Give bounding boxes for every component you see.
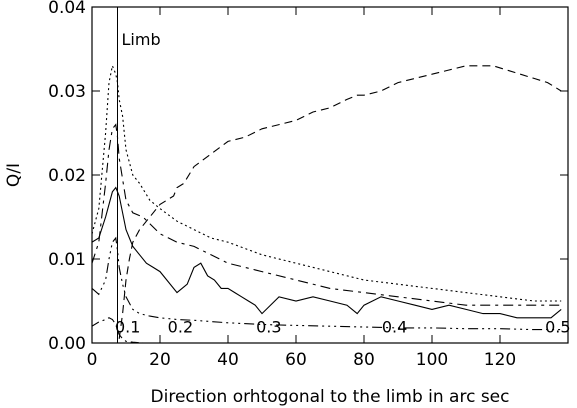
curve-annotation: 0.2 xyxy=(168,317,193,336)
curve-annotation: 0.3 xyxy=(256,317,281,336)
annotation-group: 0.1 0.2 0.3 0.4 0.5 xyxy=(115,317,571,336)
series-line-3 xyxy=(92,186,562,319)
y-tick-label: 0.01 xyxy=(48,250,86,270)
y-tick-label: 0.00 xyxy=(48,334,86,354)
x-axis: 0 20 40 60 80 100 120 xyxy=(87,7,516,370)
y-tick-label: 0.04 xyxy=(48,0,86,18)
series-line-2 xyxy=(92,123,562,306)
plot-frame xyxy=(91,6,569,344)
x-tick-label: 60 xyxy=(285,350,307,370)
plot-frame-group xyxy=(91,6,569,344)
series-line-4 xyxy=(118,65,562,339)
limb-marker: Limb xyxy=(117,7,161,343)
series-line-5 xyxy=(92,236,562,331)
series-line-6 xyxy=(92,317,562,343)
x-tick-label: 120 xyxy=(484,350,516,370)
limb-label: Limb xyxy=(122,30,161,49)
series-line-1 xyxy=(92,63,562,302)
y-tick-label: 0.02 xyxy=(48,166,86,186)
x-axis-title: Direction orhtogonal to the limb in arc … xyxy=(151,387,510,407)
x-tick-label: 20 xyxy=(149,350,171,370)
curve-annotation: 0.1 xyxy=(115,317,140,336)
y-axis-title: Q/I xyxy=(4,163,24,187)
x-tick-label: 80 xyxy=(353,350,375,370)
series-group xyxy=(92,63,562,343)
x-tick-label: 40 xyxy=(217,350,239,370)
x-tick-label: 0 xyxy=(87,350,98,370)
x-tick-label: 100 xyxy=(416,350,448,370)
y-axis: 0.00 0.01 0.02 0.03 0.04 xyxy=(48,0,568,354)
y-tick-label: 0.03 xyxy=(48,82,86,102)
curve-annotation: 0.4 xyxy=(382,317,407,336)
curve-annotation: 0.5 xyxy=(545,317,570,336)
